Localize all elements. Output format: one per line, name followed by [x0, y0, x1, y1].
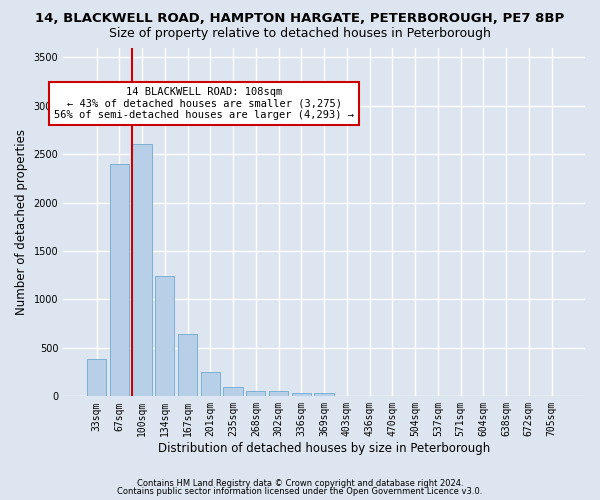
- X-axis label: Distribution of detached houses by size in Peterborough: Distribution of detached houses by size …: [158, 442, 490, 455]
- Bar: [314, 394, 334, 396]
- Bar: [200, 372, 220, 396]
- Text: 14 BLACKWELL ROAD: 108sqm
← 43% of detached houses are smaller (3,275)
56% of se: 14 BLACKWELL ROAD: 108sqm ← 43% of detac…: [54, 86, 354, 120]
- Bar: [87, 358, 106, 397]
- Bar: [269, 391, 288, 396]
- Bar: [178, 334, 197, 396]
- Bar: [246, 390, 265, 396]
- Bar: [110, 164, 129, 396]
- Text: Contains HM Land Registry data © Crown copyright and database right 2024.: Contains HM Land Registry data © Crown c…: [137, 478, 463, 488]
- Bar: [155, 276, 175, 396]
- Bar: [133, 144, 152, 396]
- Bar: [223, 387, 243, 396]
- Text: 14, BLACKWELL ROAD, HAMPTON HARGATE, PETERBOROUGH, PE7 8BP: 14, BLACKWELL ROAD, HAMPTON HARGATE, PET…: [35, 12, 565, 26]
- Text: Contains public sector information licensed under the Open Government Licence v3: Contains public sector information licen…: [118, 487, 482, 496]
- Y-axis label: Number of detached properties: Number of detached properties: [15, 129, 28, 315]
- Text: Size of property relative to detached houses in Peterborough: Size of property relative to detached ho…: [109, 28, 491, 40]
- Bar: [292, 393, 311, 396]
